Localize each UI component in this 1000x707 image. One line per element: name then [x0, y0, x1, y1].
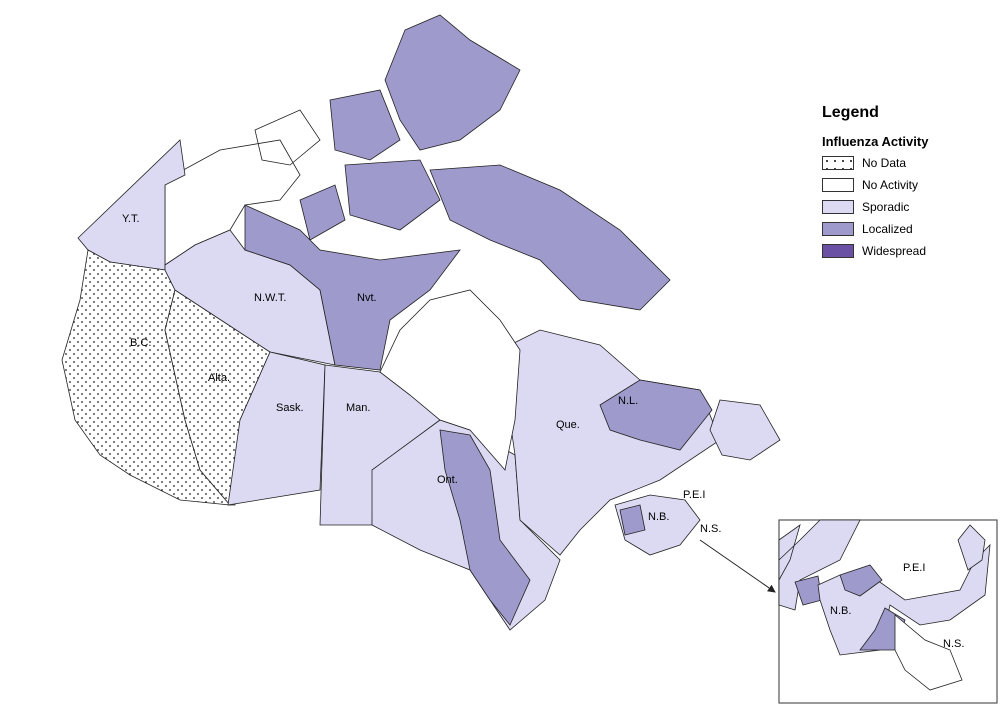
- swatch-no-activity: [822, 178, 854, 192]
- legend-item-localized: Localized: [822, 218, 928, 240]
- label-man: Man.: [346, 402, 370, 414]
- region-arctic-islands: [299, 14, 671, 311]
- region-ont-localized: [439, 429, 531, 626]
- legend-label: Localized: [862, 222, 913, 236]
- legend: Legend Influenza Activity No Data No Act…: [822, 104, 928, 262]
- label-ns: N.S.: [700, 523, 721, 535]
- label-nl: N.L.: [618, 395, 638, 407]
- legend-item-no-activity: No Activity: [822, 174, 928, 196]
- inset-label-pei: P.E.I: [903, 562, 925, 574]
- legend-item-sporadic: Sporadic: [822, 196, 928, 218]
- region-hudson-bay: [379, 289, 521, 471]
- label-sask: Sask.: [276, 402, 304, 414]
- swatch-sporadic: [822, 200, 854, 214]
- legend-subtitle: Influenza Activity: [822, 134, 929, 149]
- legend-label: No Data: [862, 156, 907, 170]
- region-nb-localized: [619, 504, 646, 536]
- region-nvt: [244, 204, 461, 371]
- legend-label: Sporadic: [862, 200, 910, 214]
- label-pei: P.E.I: [683, 489, 705, 501]
- label-alta: Alta.: [208, 372, 230, 384]
- legend-label: No Activity: [862, 178, 919, 192]
- label-que: Que.: [556, 419, 580, 431]
- label-nvt: Nvt.: [357, 292, 377, 304]
- swatch-no-data: [822, 156, 854, 170]
- legend-item-widespread: Widespread: [822, 240, 928, 262]
- label-ont: Ont.: [437, 474, 458, 486]
- region-sask: [227, 351, 326, 506]
- inset-label-ns: N.S.: [943, 638, 964, 650]
- legend-item-no-data: No Data: [822, 152, 928, 174]
- swatch-widespread: [822, 244, 854, 258]
- label-nwt: N.W.T.: [254, 292, 286, 304]
- legend-title: Legend: [822, 104, 879, 121]
- inset-label-nb: N.B.: [830, 605, 851, 617]
- inset-maritimes: P.E.I N.B. N.S.: [778, 519, 998, 704]
- region-nl-labrador: [599, 379, 713, 451]
- label-bc: B.C.: [130, 337, 151, 349]
- legend-label: Widespread: [862, 244, 927, 258]
- inset-arrow: [699, 539, 776, 593]
- label-nb: N.B.: [648, 511, 669, 523]
- region-nl-island: [709, 399, 781, 461]
- label-yt: Y.T.: [122, 213, 140, 225]
- swatch-localized: [822, 222, 854, 236]
